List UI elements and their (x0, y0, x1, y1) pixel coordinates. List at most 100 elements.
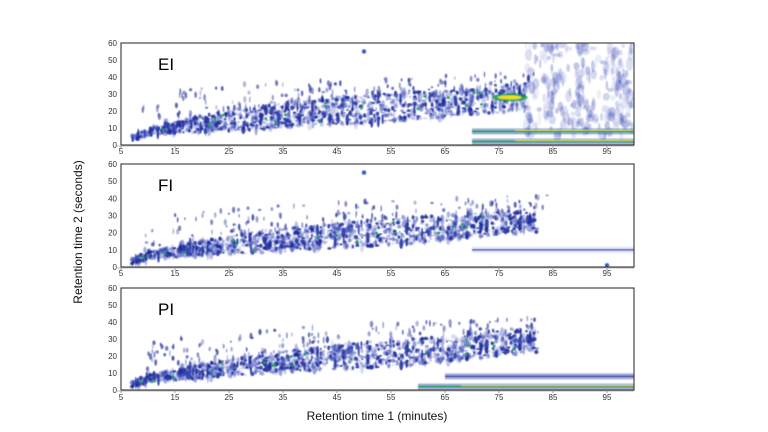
peak-spot (625, 112, 631, 118)
peak-spot (317, 114, 321, 119)
peak-spot (432, 111, 437, 117)
peak-spot (293, 123, 298, 127)
peak-spot (418, 230, 421, 234)
peak-spot (411, 349, 415, 352)
peak-spot (220, 231, 223, 236)
peak-spot (316, 361, 319, 370)
peak-spot (286, 113, 291, 118)
peak-spot (477, 215, 480, 221)
peak-spot (246, 220, 250, 224)
peak-spot (312, 336, 316, 339)
peak-spot (488, 350, 491, 353)
peak-spot (215, 348, 218, 352)
peak-spot (474, 74, 476, 78)
peak-spot (412, 363, 416, 365)
peak-spot (332, 367, 336, 371)
peak-spot (269, 100, 274, 104)
peak-spot (340, 110, 343, 115)
peak-spot (230, 110, 234, 113)
peak-spot (491, 328, 495, 333)
peak-spot (169, 247, 173, 251)
peak-spot (355, 366, 360, 369)
peak-spot (511, 215, 516, 219)
peak-spot (308, 368, 311, 370)
peak-spot (329, 350, 335, 355)
peak-spot (480, 103, 483, 106)
peak-spot (148, 126, 153, 130)
peak-spot (401, 94, 404, 98)
peak-spot (512, 88, 515, 91)
x-tick-label: 95 (603, 147, 612, 156)
peak-spot (351, 351, 357, 354)
peak-spot (618, 92, 622, 100)
peak-spot (235, 233, 238, 237)
peak-spot (239, 368, 241, 370)
peak-spot (321, 350, 326, 353)
peak-spot (507, 228, 510, 233)
peak-spot (332, 226, 338, 230)
peak-spot (360, 341, 363, 346)
peak-spot (477, 335, 480, 339)
hotspot-core (497, 95, 522, 100)
peak-spot (574, 99, 582, 110)
peak-spot (271, 232, 275, 237)
peak-spot (391, 233, 395, 236)
peak-spot (345, 364, 349, 370)
peak-spot (158, 243, 161, 247)
y-tick-label: 20 (108, 229, 117, 238)
peak-spot (391, 237, 395, 241)
peak-spot (342, 242, 347, 245)
peak-spot (490, 220, 493, 224)
peak-spot (165, 246, 169, 251)
peak-spot (392, 340, 395, 343)
peak-spot (291, 226, 295, 230)
peak-spot (264, 243, 269, 251)
peak-spot (199, 117, 203, 120)
peak-spot (470, 88, 473, 91)
y-tick-label: 20 (108, 107, 117, 116)
peak-spot (522, 73, 525, 78)
peak-spot (373, 357, 376, 360)
peak-spot (233, 235, 236, 237)
peak-spot (306, 244, 312, 247)
peak-spot (392, 218, 395, 221)
peak-spot (249, 96, 251, 103)
peak-spot (233, 117, 236, 121)
peak-spot (160, 372, 165, 376)
peak-spot (431, 225, 436, 231)
x-tick-label: 75 (495, 269, 504, 278)
peak-spot (519, 329, 522, 336)
peak-spot (427, 88, 431, 91)
peak-spot (384, 77, 388, 84)
peak-spot (580, 57, 586, 69)
peak-spot (398, 231, 401, 234)
peak-spot (254, 243, 257, 246)
peak-spot (506, 346, 511, 349)
peak-spot (441, 92, 445, 96)
peak-spot (479, 342, 483, 354)
peak-spot (397, 346, 402, 351)
peak-spot (278, 344, 280, 348)
peak-spot (227, 236, 230, 240)
peak-spot (580, 43, 588, 48)
peak-spot (519, 204, 522, 209)
peak-spot (436, 235, 440, 240)
peak-spot (381, 114, 386, 118)
peak-spot (361, 213, 364, 219)
peak-spot (368, 223, 371, 229)
peak-spot (446, 211, 451, 218)
peak-spot (415, 208, 417, 214)
peak-spot (440, 203, 443, 206)
peak-spot (510, 80, 513, 88)
peak-spot (275, 238, 281, 243)
peak-spot (255, 216, 259, 223)
peak-spot (401, 329, 404, 335)
peak-spot (271, 355, 275, 360)
peak-spot (473, 110, 477, 113)
peak-spot (522, 82, 526, 95)
peak-spot (344, 342, 348, 347)
peak-spot (437, 83, 439, 87)
peak-spot (445, 340, 449, 343)
peak-spot (575, 106, 581, 118)
peak-spot (288, 362, 294, 365)
